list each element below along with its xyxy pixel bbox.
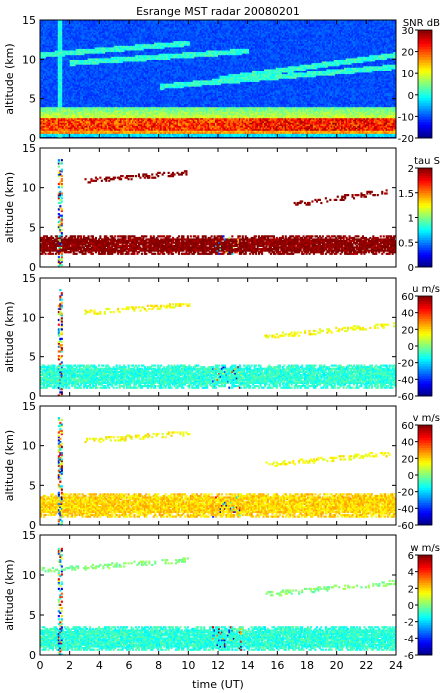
heatmap-w xyxy=(40,547,396,655)
ytick-label: 5 xyxy=(29,351,36,364)
xtick-label: 0 xyxy=(37,659,44,672)
colorbar-label: w m/s xyxy=(410,543,440,554)
ytick-label: 10 xyxy=(22,311,36,324)
panel-u: 0 5 10 15 altitude (km) 60 40 20 0 -20 -40 -60 u m/s xyxy=(3,272,440,403)
x-axis-label: time (UT) xyxy=(192,678,244,691)
ytick-label: 15 xyxy=(22,272,36,285)
ytick-label: 10 xyxy=(22,53,36,66)
xtick-label: 18 xyxy=(300,659,314,672)
colorbar-v: 60 40 20 0 -20 -40 -60 v m/s xyxy=(398,413,440,532)
xtick-label: 4 xyxy=(96,659,103,672)
ytick-label: 10 xyxy=(22,182,36,195)
ytick-label: 0 xyxy=(29,649,36,662)
colorbar-tick-label: 40 xyxy=(401,309,414,320)
colorbar-tick-label: 1.5 xyxy=(398,189,414,200)
xtick-label: 14 xyxy=(241,659,255,672)
colorbar-tick-label: 1 xyxy=(408,214,414,225)
xtick-label: 20 xyxy=(330,659,344,672)
colorbar-tick-label: -6 xyxy=(404,651,414,662)
xtick-label: 12 xyxy=(211,659,225,672)
colorbar-tau: 2 1.5 1 0.5 0 tau S xyxy=(398,156,440,274)
colorbar-tick-label: -60 xyxy=(398,521,414,532)
colorbar-tick-label: -20 xyxy=(398,488,414,499)
ytick-label: 0 xyxy=(29,261,36,274)
colorbar-tick-label: 60 xyxy=(401,292,414,303)
ytick-label: 5 xyxy=(29,479,36,492)
xtick-label: 2 xyxy=(66,659,73,672)
ytick-label: 5 xyxy=(29,609,36,622)
colorbar-tick-label: -40 xyxy=(398,375,414,386)
colorbar-tick-label: 60 xyxy=(401,421,414,432)
colorbar-label: tau S xyxy=(414,156,440,167)
colorbar-label: SNR dB xyxy=(403,18,440,29)
colorbar-tick-label: -20 xyxy=(398,134,414,145)
colorbar-tick-label: -20 xyxy=(398,359,414,370)
ytick-label: 15 xyxy=(22,14,36,27)
xtick-label: 6 xyxy=(126,659,133,672)
xtick-label: 24 xyxy=(389,659,403,672)
ytick-label: 15 xyxy=(22,142,36,155)
colorbar-tick-label: 0 xyxy=(408,342,414,353)
ytick-label: 5 xyxy=(29,221,36,234)
y-axis-label: altitude (km) xyxy=(3,43,16,114)
colorbar-tick-label: 0 xyxy=(408,91,414,102)
colorbar-tick-label: 10 xyxy=(401,69,414,80)
figure-title: Esrange MST radar 20080201 xyxy=(136,5,300,18)
ytick-label: 15 xyxy=(22,400,36,413)
ytick-label: 15 xyxy=(22,529,36,542)
panel-tau: 0 5 10 15 altitude (km) 2 1.5 1 0.5 0 tau S xyxy=(3,142,440,274)
colorbar-tick-label: -40 xyxy=(398,504,414,515)
colorbar-tick-label: 40 xyxy=(401,438,414,449)
xtick-label: 10 xyxy=(181,659,195,672)
heatmap-snr xyxy=(40,20,396,138)
ytick-label: 10 xyxy=(22,440,36,453)
colorbar-w: 6 4 2 0 -2 -4 -6 w m/s xyxy=(404,543,440,662)
colorbar-tick-label: 0.5 xyxy=(398,238,414,249)
panel-snr: 0 5 10 15 altitude (km) 30 20 10 0 -10 -20 SNR dB xyxy=(3,14,440,145)
heatmap-u xyxy=(40,289,396,396)
colorbar-tick-label: 6 xyxy=(408,551,414,562)
xtick-label: 8 xyxy=(155,659,162,672)
colorbar-tick-label: -2 xyxy=(404,618,414,629)
colorbar-tick-label: 0 xyxy=(408,601,414,612)
colorbar-tick-label: 2 xyxy=(408,584,414,595)
colorbar-tick-label: 0 xyxy=(408,471,414,482)
y-axis-label: altitude (km) xyxy=(3,301,16,372)
colorbar-tick-label: 30 xyxy=(401,26,414,37)
colorbar-tick-label: 20 xyxy=(401,325,414,336)
y-axis-label: altitude (km) xyxy=(3,559,16,630)
panel-v: 0 5 10 15 altitude (km) 60 40 20 0 -20 -40 -60 v m/s xyxy=(3,400,440,532)
panel-w: 0 5 10 15 altitude (km) 6 4 2 0 -2 -4 -6 w m/s xyxy=(3,529,440,662)
heatmap-v xyxy=(40,417,396,525)
y-axis-label: altitude (km) xyxy=(3,430,16,501)
colorbar-tick-label: -60 xyxy=(398,392,414,403)
colorbar-tick-label: -4 xyxy=(404,634,414,645)
xtick-label: 22 xyxy=(359,659,373,672)
colorbar-tick-label: 2 xyxy=(408,164,414,175)
xtick-label: 16 xyxy=(270,659,284,672)
colorbar-tick-label: 4 xyxy=(408,568,414,579)
colorbar-u: 60 40 20 0 -20 -40 -60 u m/s xyxy=(398,284,440,403)
ytick-label: 5 xyxy=(29,93,36,106)
heatmap-tau xyxy=(40,159,396,267)
colorbar-snr: 30 20 10 0 -10 -20 SNR dB xyxy=(398,18,440,145)
colorbar-tick-label: 0 xyxy=(408,263,414,274)
ytick-label: 0 xyxy=(29,390,36,403)
x-tick-labels: 0 2 4 6 8 10 12 14 16 18 20 22 24 xyxy=(37,659,404,672)
colorbar-tick-label: -10 xyxy=(398,112,414,123)
colorbar-label: v m/s xyxy=(413,413,440,424)
ytick-label: 10 xyxy=(22,569,36,582)
ytick-label: 0 xyxy=(29,132,36,145)
colorbar-tick-label: 20 xyxy=(401,454,414,465)
y-axis-label: altitude (km) xyxy=(3,172,16,243)
ytick-label: 0 xyxy=(29,519,36,532)
colorbar-tick-label: 20 xyxy=(401,48,414,59)
colorbar-label: u m/s xyxy=(412,284,440,295)
